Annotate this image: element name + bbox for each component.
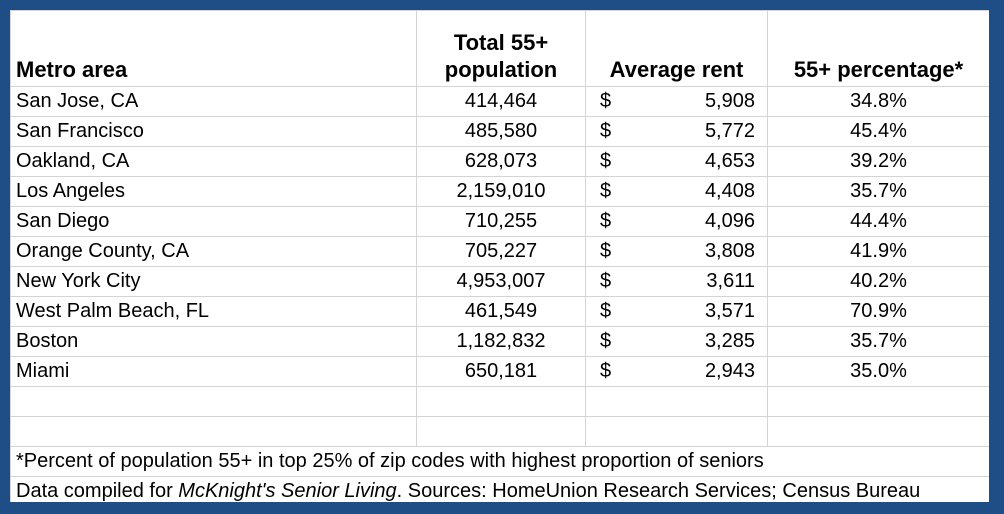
metro-cell[interactable]: Orange County, CA xyxy=(10,236,417,267)
metro-cell[interactable]: West Palm Beach, FL xyxy=(10,296,417,327)
metro-cell[interactable]: Boston xyxy=(10,326,417,357)
header-metro-area[interactable]: Metro area xyxy=(10,10,417,87)
percentage-cell[interactable]: 41.9% xyxy=(767,236,989,267)
rent-cell[interactable]: $4,096 xyxy=(585,206,768,237)
credit-prefix: Data compiled for xyxy=(16,480,179,502)
currency-symbol: $ xyxy=(600,360,612,382)
table-row: Oakland, CA 628,073 $4,653 39.2% xyxy=(10,146,989,177)
header-average-rent[interactable]: Average rent xyxy=(585,10,768,87)
rent-cell[interactable]: $3,571 xyxy=(585,296,768,327)
credit-suffix: . Sources: HomeUnion Research Services; … xyxy=(396,480,921,502)
empty-cell[interactable] xyxy=(10,386,417,417)
population-cell[interactable]: 650,181 xyxy=(416,356,586,387)
metro-cell[interactable]: San Jose, CA xyxy=(10,86,417,117)
table-row: San Diego 710,255 $4,096 44.4% xyxy=(10,206,989,237)
metro-cell[interactable]: Los Angeles xyxy=(10,176,417,207)
empty-cell[interactable] xyxy=(416,416,586,447)
rent-cell[interactable]: $4,408 xyxy=(585,176,768,207)
currency-symbol: $ xyxy=(600,120,612,142)
header-total-population[interactable]: Total 55+ population xyxy=(416,10,586,87)
percentage-cell[interactable]: 44.4% xyxy=(767,206,989,237)
rent-cell[interactable]: $5,908 xyxy=(585,86,768,117)
rent-table: Metro area Total 55+ population Average r… xyxy=(10,10,989,502)
empty-cell[interactable] xyxy=(416,386,586,417)
percentage-cell[interactable]: 35.7% xyxy=(767,326,989,357)
table-row: Miami 650,181 $2,943 35.0% xyxy=(10,356,989,387)
metro-cell[interactable]: San Diego xyxy=(10,206,417,237)
rent-amount: 3,285 xyxy=(704,330,755,352)
table-row: Boston 1,182,832 $3,285 35.7% xyxy=(10,326,989,357)
rent-amount: 3,808 xyxy=(704,240,755,262)
table-row: West Palm Beach, FL 461,549 $3,571 70.9% xyxy=(10,296,989,327)
population-cell[interactable]: 628,073 xyxy=(416,146,586,177)
rent-amount: 4,653 xyxy=(704,150,755,172)
population-cell[interactable]: 485,580 xyxy=(416,116,586,147)
population-cell[interactable]: 461,549 xyxy=(416,296,586,327)
percentage-cell[interactable]: 35.0% xyxy=(767,356,989,387)
rent-cell[interactable]: $4,653 xyxy=(585,146,768,177)
empty-row xyxy=(10,416,989,447)
credit-cell[interactable]: Data compiled for McKnight's Senior Livi… xyxy=(10,476,989,502)
table-row: San Jose, CA 414,464 $5,908 34.8% xyxy=(10,86,989,117)
table-row: New York City 4,953,007 $3,611 40.2% xyxy=(10,266,989,297)
rent-cell[interactable]: $3,285 xyxy=(585,326,768,357)
metro-cell[interactable]: San Francisco xyxy=(10,116,417,147)
rent-cell[interactable]: $5,772 xyxy=(585,116,768,147)
header-population-line1: Total 55+ xyxy=(453,30,549,55)
population-cell[interactable]: 2,159,010 xyxy=(416,176,586,207)
currency-symbol: $ xyxy=(600,330,612,352)
percentage-cell[interactable]: 45.4% xyxy=(767,116,989,147)
population-cell[interactable]: 4,953,007 xyxy=(416,266,586,297)
currency-symbol: $ xyxy=(600,210,612,232)
table-row: Los Angeles 2,159,010 $4,408 35.7% xyxy=(10,176,989,207)
currency-symbol: $ xyxy=(600,150,612,172)
rent-amount: 5,772 xyxy=(704,120,755,142)
rent-amount: 3,611 xyxy=(706,270,755,292)
rent-cell[interactable]: $3,611 xyxy=(585,266,768,297)
empty-cell[interactable] xyxy=(767,416,989,447)
currency-symbol: $ xyxy=(600,180,612,202)
population-cell[interactable]: 414,464 xyxy=(416,86,586,117)
empty-cell[interactable] xyxy=(585,386,768,417)
currency-symbol: $ xyxy=(600,240,612,262)
spreadsheet-sheet: Metro area Total 55+ population Average r… xyxy=(10,10,989,502)
rent-amount: 2,943 xyxy=(704,360,755,382)
population-cell[interactable]: 1,182,832 xyxy=(416,326,586,357)
currency-symbol: $ xyxy=(600,270,612,292)
empty-row xyxy=(10,386,989,417)
metro-cell[interactable]: New York City xyxy=(10,266,417,297)
footnote-cell[interactable]: *Percent of population 55+ in top 25% of… xyxy=(10,446,989,477)
table-row: San Francisco 485,580 $5,772 45.4% xyxy=(10,116,989,147)
empty-cell[interactable] xyxy=(10,416,417,447)
percentage-cell[interactable]: 39.2% xyxy=(767,146,989,177)
metro-cell[interactable]: Miami xyxy=(10,356,417,387)
population-cell[interactable]: 705,227 xyxy=(416,236,586,267)
rent-amount: 4,408 xyxy=(704,180,755,202)
currency-symbol: $ xyxy=(600,90,612,112)
credit-publication: McKnight's Senior Living xyxy=(178,480,397,502)
percentage-cell[interactable]: 35.7% xyxy=(767,176,989,207)
percentage-cell[interactable]: 70.9% xyxy=(767,296,989,327)
percentage-cell[interactable]: 40.2% xyxy=(767,266,989,297)
population-cell[interactable]: 710,255 xyxy=(416,206,586,237)
rent-cell[interactable]: $2,943 xyxy=(585,356,768,387)
rent-amount: 3,571 xyxy=(704,300,755,322)
header-row: Metro area Total 55+ population Average r… xyxy=(10,10,989,87)
empty-cell[interactable] xyxy=(767,386,989,417)
currency-symbol: $ xyxy=(600,300,612,322)
header-55-percentage[interactable]: 55+ percentage* xyxy=(767,10,989,87)
table-row: Orange County, CA 705,227 $3,808 41.9% xyxy=(10,236,989,267)
rent-cell[interactable]: $3,808 xyxy=(585,236,768,267)
percentage-cell[interactable]: 34.8% xyxy=(767,86,989,117)
rent-amount: 4,096 xyxy=(704,210,755,232)
metro-cell[interactable]: Oakland, CA xyxy=(10,146,417,177)
credit-row: Data compiled for McKnight's Senior Livi… xyxy=(10,476,989,502)
rent-amount: 5,908 xyxy=(704,90,755,112)
header-population-line2: population xyxy=(444,57,558,82)
empty-cell[interactable] xyxy=(585,416,768,447)
footnote-row: *Percent of population 55+ in top 25% of… xyxy=(10,446,989,477)
